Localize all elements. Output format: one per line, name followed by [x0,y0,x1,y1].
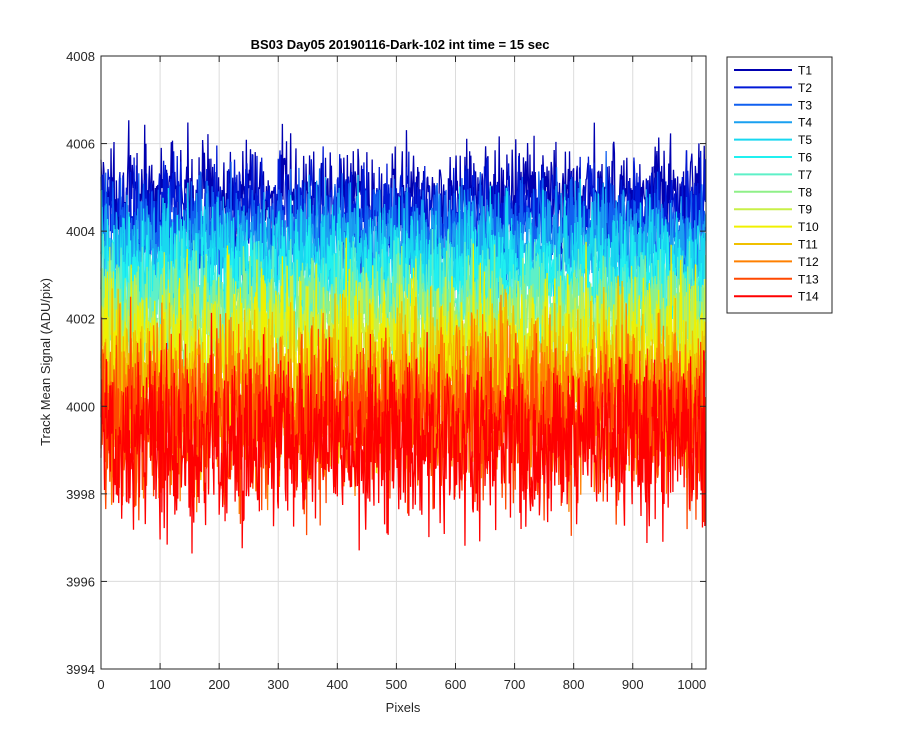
legend-label: T11 [798,238,818,252]
legend-label: T12 [798,255,819,269]
legend-label: T8 [798,185,812,199]
legend-item: T7 [734,168,812,182]
x-tick-label: 300 [267,677,289,692]
legend-label: T4 [798,116,812,130]
legend-label: T3 [798,98,812,112]
legend-item: T1 [734,64,812,78]
legend: T1 T2 T3 T4 T5 T6 T7 T8 T9 T10 T11 T12 T13 T14 [726,56,833,314]
x-tick-label: 1000 [677,677,706,692]
y-tick-label: 3998 [66,487,95,502]
x-tick-label: 100 [149,677,171,692]
x-tick-label: 700 [504,677,526,692]
x-tick-label: 900 [622,677,644,692]
x-tick-label: 200 [208,677,230,692]
legend-label: T13 [798,272,819,286]
x-tick-label: 600 [445,677,467,692]
y-tick-label: 4008 [66,49,95,64]
legend-item: T3 [734,98,812,112]
legend-label: T14 [798,290,819,304]
y-axis-label: Track Mean Signal (ADU/pix) [38,278,53,446]
x-tick-label: 500 [386,677,408,692]
legend-box [726,56,833,314]
legend-item: T10 [734,220,819,234]
legend-label: T2 [798,81,812,95]
legend-label: T7 [798,168,812,182]
legend-item: T8 [734,185,812,199]
y-tick-label: 4000 [66,399,95,414]
legend-label: T9 [798,203,812,217]
legend-item: T13 [734,272,819,286]
x-tick-label: 800 [563,677,585,692]
y-tick-label: 3994 [66,662,95,677]
chart-title: BS03 Day05 20190116-Dark-102 int time = … [251,37,550,52]
y-tick-label: 3996 [66,574,95,589]
legend-item: T6 [734,151,812,165]
legend-label: T6 [798,151,812,165]
x-tick-label: 0 [97,677,104,692]
series-lines [100,120,707,554]
legend-label: T10 [798,220,819,234]
legend-item: T11 [734,238,818,252]
y-tick-label: 4002 [66,312,95,327]
legend-item: T2 [734,81,812,95]
y-tick-label: 4006 [66,137,95,152]
legend-item: T9 [734,203,812,217]
legend-label: T1 [798,64,812,78]
legend-item: T14 [734,290,819,304]
axis-ticks: 0 100 200 300 400 500 600 700 800 900 1000 3994 3996… [66,49,706,692]
series-line-t14 [100,312,707,554]
axes-box [100,55,707,670]
legend-label: T5 [798,133,812,147]
x-axis-label: Pixels [386,700,421,715]
legend-item: T4 [734,116,812,130]
y-tick-label: 4004 [66,224,95,239]
legend-item: T12 [734,255,819,269]
x-tick-label: 400 [326,677,348,692]
legend-item: T5 [734,133,812,147]
